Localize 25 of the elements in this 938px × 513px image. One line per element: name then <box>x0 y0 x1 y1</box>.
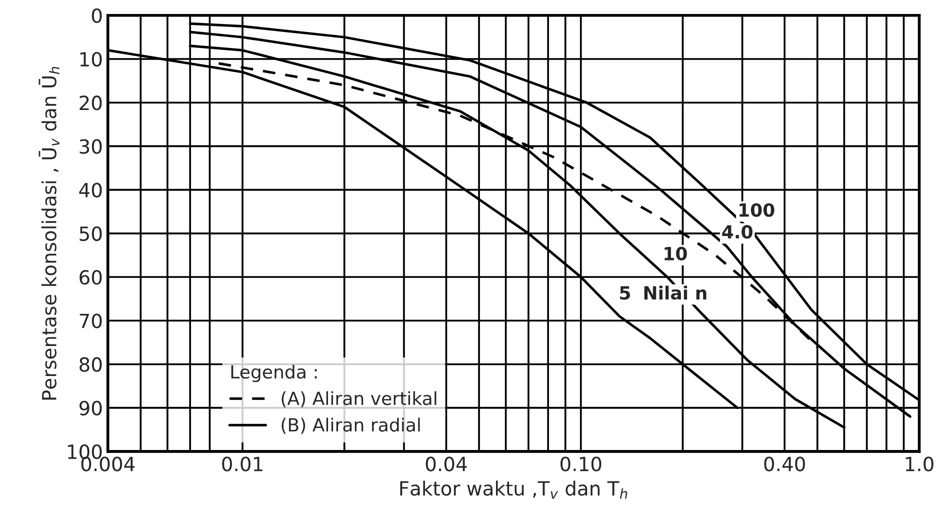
y-tick-label: 50 <box>80 226 102 242</box>
x-tick-label: 0.10 <box>560 456 602 472</box>
y-tick-label: 70 <box>80 314 102 328</box>
legend-label: (A) Aliran vertikal <box>282 391 436 408</box>
annotation: 4.0 <box>722 224 752 239</box>
y-tick-label: 30 <box>80 139 102 154</box>
x-tick-label: 0.04 <box>426 456 467 472</box>
x-tick-label: 0.01 <box>222 456 262 472</box>
y-tick-label: 80 <box>80 357 102 372</box>
y-tick-label: 40 <box>79 182 102 198</box>
y-tick-label: 10 <box>80 52 102 67</box>
legend-title: Legenda : <box>231 364 317 382</box>
y-tick-label: 90 <box>79 400 102 416</box>
legend-label: (B) Aliran radial <box>282 418 420 434</box>
annotation: Nilai n <box>644 286 706 300</box>
annotation: 10 <box>664 246 687 260</box>
y-tick-label: 20 <box>80 96 102 110</box>
annotation: 100 <box>740 203 774 217</box>
y-tick-label: 60 <box>80 270 102 285</box>
x-tick-label: 0.40 <box>764 456 805 472</box>
x-tick-label: 1.0 <box>906 456 934 472</box>
y-axis-title: Persentase konsolidasi , Ū$_{v}$ dan Ū$_{h}$ <box>38 66 60 400</box>
annotation: 5 <box>620 286 630 300</box>
x-axis-title: Faktor waktu ,T$_{v}$ dan T$_{h}$ <box>400 480 628 499</box>
y-tick-label: 0 <box>92 8 102 24</box>
